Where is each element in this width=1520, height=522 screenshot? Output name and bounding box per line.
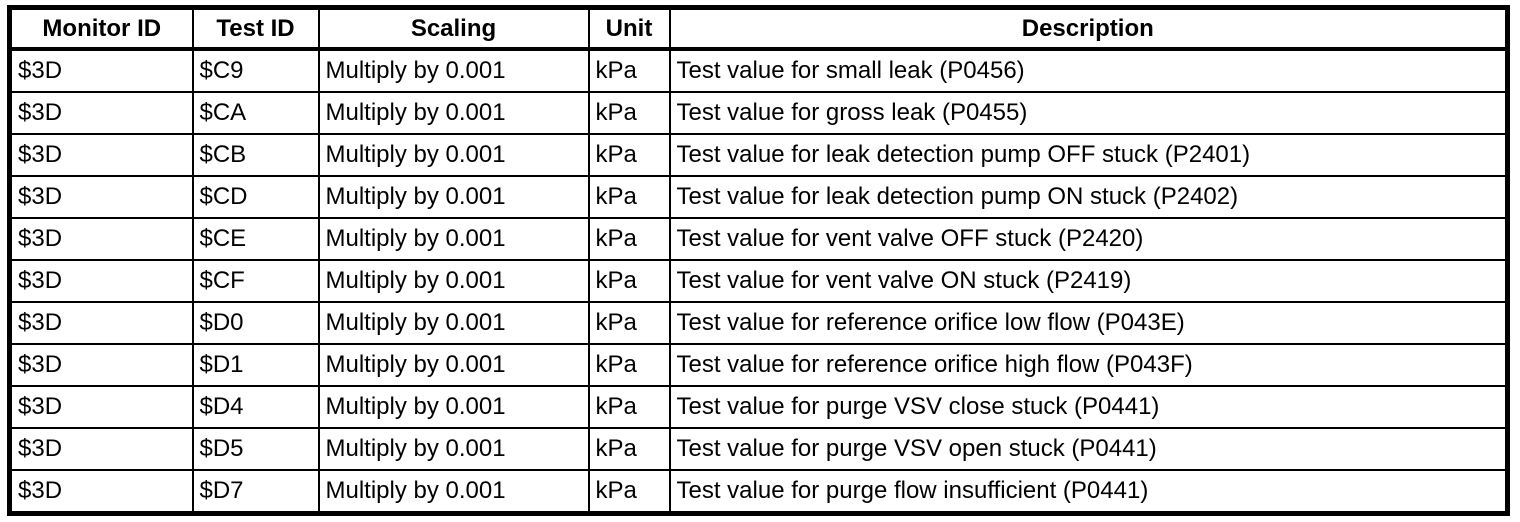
table-row: $3D $C9 Multiply by 0.001 kPa Test value… — [8, 48, 1509, 93]
cell-test-id: $C9 — [191, 48, 320, 93]
cell-test-id: $CB — [191, 133, 320, 177]
table-row: $3D $D1 Multiply by 0.001 kPa Test value… — [8, 343, 1509, 387]
cell-test-id: $D1 — [191, 343, 320, 387]
cell-unit: kPa — [587, 301, 671, 345]
cell-unit: kPa — [587, 175, 671, 219]
cell-scaling: Multiply by 0.001 — [317, 175, 590, 219]
table-row: $3D $D7 Multiply by 0.001 kPa Test value… — [8, 469, 1509, 515]
cell-unit: kPa — [587, 427, 671, 471]
cell-monitor-id: $3D — [8, 385, 194, 429]
table-header: Monitor ID Test ID Scaling Unit Descript… — [8, 6, 1509, 51]
cell-scaling: Multiply by 0.001 — [317, 301, 590, 345]
table-row: $3D $CD Multiply by 0.001 kPa Test value… — [8, 175, 1509, 219]
column-header-description: Description — [668, 6, 1509, 51]
cell-unit: kPa — [587, 217, 671, 261]
cell-monitor-id: $3D — [8, 175, 194, 219]
table-row: $3D $CF Multiply by 0.001 kPa Test value… — [8, 259, 1509, 303]
cell-unit: kPa — [587, 259, 671, 303]
cell-description: Test value for leak detection pump ON st… — [668, 175, 1509, 219]
table-body: $3D $C9 Multiply by 0.001 kPa Test value… — [8, 48, 1509, 515]
cell-monitor-id: $3D — [8, 217, 194, 261]
cell-scaling: Multiply by 0.001 — [317, 469, 590, 515]
table-row: $3D $D5 Multiply by 0.001 kPa Test value… — [8, 427, 1509, 471]
cell-unit: kPa — [587, 469, 671, 515]
cell-scaling: Multiply by 0.001 — [317, 133, 590, 177]
cell-description: Test value for purge VSV open stuck (P04… — [668, 427, 1509, 471]
cell-monitor-id: $3D — [8, 133, 194, 177]
table-row: $3D $D4 Multiply by 0.001 kPa Test value… — [8, 385, 1509, 429]
test-values-table: Monitor ID Test ID Scaling Unit Descript… — [7, 5, 1510, 516]
cell-monitor-id: $3D — [8, 343, 194, 387]
cell-description: Test value for purge VSV close stuck (P0… — [668, 385, 1509, 429]
table-row: $3D $CB Multiply by 0.001 kPa Test value… — [8, 133, 1509, 177]
cell-test-id: $CA — [191, 91, 320, 135]
table-row: $3D $CA Multiply by 0.001 kPa Test value… — [8, 91, 1509, 135]
cell-test-id: $D5 — [191, 427, 320, 471]
cell-monitor-id: $3D — [8, 469, 194, 515]
cell-unit: kPa — [587, 343, 671, 387]
cell-test-id: $D0 — [191, 301, 320, 345]
cell-scaling: Multiply by 0.001 — [317, 427, 590, 471]
cell-scaling: Multiply by 0.001 — [317, 343, 590, 387]
cell-scaling: Multiply by 0.001 — [317, 385, 590, 429]
cell-scaling: Multiply by 0.001 — [317, 217, 590, 261]
header-row: Monitor ID Test ID Scaling Unit Descript… — [8, 6, 1509, 51]
column-header-scaling: Scaling — [317, 6, 590, 51]
cell-monitor-id: $3D — [8, 259, 194, 303]
cell-test-id: $D7 — [191, 469, 320, 515]
cell-description: Test value for reference orifice low flo… — [668, 301, 1509, 345]
cell-scaling: Multiply by 0.001 — [317, 48, 590, 93]
cell-monitor-id: $3D — [8, 91, 194, 135]
cell-description: Test value for reference orifice high fl… — [668, 343, 1509, 387]
cell-test-id: $D4 — [191, 385, 320, 429]
column-header-unit: Unit — [587, 6, 671, 51]
cell-description: Test value for gross leak (P0455) — [668, 91, 1509, 135]
column-header-test-id: Test ID — [191, 6, 320, 51]
cell-unit: kPa — [587, 48, 671, 93]
cell-description: Test value for leak detection pump OFF s… — [668, 133, 1509, 177]
cell-scaling: Multiply by 0.001 — [317, 259, 590, 303]
cell-scaling: Multiply by 0.001 — [317, 91, 590, 135]
cell-monitor-id: $3D — [8, 427, 194, 471]
table-row: $3D $CE Multiply by 0.001 kPa Test value… — [8, 217, 1509, 261]
cell-description: Test value for purge flow insufficient (… — [668, 469, 1509, 515]
table-row: $3D $D0 Multiply by 0.001 kPa Test value… — [8, 301, 1509, 345]
cell-unit: kPa — [587, 91, 671, 135]
cell-test-id: $CD — [191, 175, 320, 219]
cell-description: Test value for small leak (P0456) — [668, 48, 1509, 93]
cell-test-id: $CF — [191, 259, 320, 303]
column-header-monitor-id: Monitor ID — [8, 6, 194, 51]
cell-test-id: $CE — [191, 217, 320, 261]
cell-monitor-id: $3D — [8, 48, 194, 93]
cell-description: Test value for vent valve ON stuck (P241… — [668, 259, 1509, 303]
cell-unit: kPa — [587, 133, 671, 177]
cell-monitor-id: $3D — [8, 301, 194, 345]
cell-description: Test value for vent valve OFF stuck (P24… — [668, 217, 1509, 261]
cell-unit: kPa — [587, 385, 671, 429]
